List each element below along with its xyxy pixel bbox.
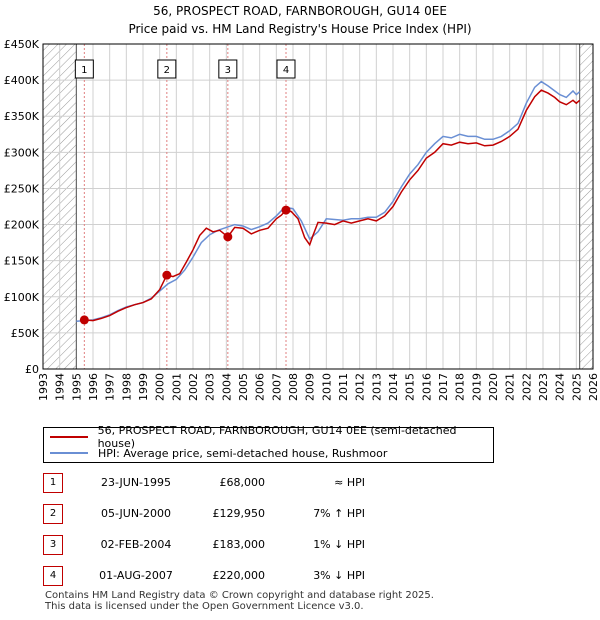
- x-tick-label: 2001: [170, 373, 183, 401]
- y-tick-label: £250K: [4, 182, 40, 195]
- sale-hpi-comparison: 3% ↓ HPI: [313, 569, 365, 582]
- x-tick-label: 2016: [420, 373, 433, 401]
- x-tick-label: 2008: [287, 373, 300, 401]
- sale-hpi-comparison: 1% ↓ HPI: [313, 538, 365, 551]
- sale-marker-label: 1: [81, 65, 87, 76]
- x-tick-label: 2014: [387, 373, 400, 401]
- y-tick-label: £150K: [4, 255, 40, 268]
- x-tick-label: 2011: [337, 373, 350, 401]
- plot-background: [43, 44, 593, 369]
- x-tick-label: 2025: [570, 373, 583, 401]
- sale-marker-label: 3: [225, 65, 231, 76]
- x-tick-label: 1994: [54, 373, 67, 401]
- x-tick-label: 2002: [187, 373, 200, 401]
- x-tick-label: 2003: [204, 373, 217, 401]
- legend-label-hpi: HPI: Average price, semi-detached house,…: [98, 446, 388, 460]
- x-tick-label: 2013: [370, 373, 383, 401]
- x-tick-label: 2018: [454, 373, 467, 401]
- sale-point: [281, 205, 291, 215]
- sale-number-badge: 1: [43, 473, 63, 493]
- x-tick-label: 2017: [437, 373, 450, 401]
- y-tick-label: £50K: [11, 327, 40, 340]
- x-tick-label: 2024: [554, 373, 567, 401]
- x-tick-label: 2004: [220, 373, 233, 401]
- sale-row: 3 02-FEB-2004 £183,000 1% ↓ HPI: [43, 535, 583, 555]
- x-tick-label: 2000: [154, 373, 167, 401]
- sale-marker-box: [218, 59, 238, 79]
- sale-price: £220,000: [212, 569, 266, 582]
- y-tick-label: £200K: [4, 219, 40, 232]
- x-tick-label: 2021: [504, 373, 517, 401]
- sale-price: £183,000: [212, 538, 266, 551]
- legend-swatch-price: [50, 436, 88, 438]
- sale-point: [223, 232, 233, 242]
- sale-marker-label: 2: [164, 65, 170, 76]
- hatched-region-end: [579, 44, 593, 369]
- sale-number-badge: 2: [43, 504, 63, 524]
- y-tick-label: £100K: [4, 291, 40, 304]
- price-line: [84, 89, 581, 322]
- x-tick-label: 1998: [120, 373, 133, 401]
- y-tick-label: £400K: [4, 74, 40, 87]
- sale-date: 05-JUN-2000: [100, 507, 172, 520]
- sale-date: 23-JUN-1995: [100, 476, 172, 489]
- sale-number-badge: 3: [43, 535, 63, 555]
- sale-hpi-comparison: 7% ↑ HPI: [313, 507, 365, 520]
- x-tick-label: 2022: [520, 373, 533, 401]
- sale-row: 2 05-JUN-2000 £129,950 7% ↑ HPI: [43, 504, 583, 524]
- x-tick-label: 2020: [487, 373, 500, 401]
- sale-date: 02-FEB-2004: [100, 538, 172, 551]
- sale-point: [79, 315, 89, 325]
- x-tick-label: 2012: [354, 373, 367, 401]
- sale-date: 01-AUG-2007: [99, 569, 173, 582]
- sale-point: [162, 270, 172, 280]
- y-tick-label: £0: [25, 363, 39, 376]
- plot-frame: [42, 43, 594, 370]
- x-tick-label: 1999: [137, 373, 150, 401]
- x-tick-label: 2015: [404, 373, 417, 401]
- x-tick-label: 1993: [37, 373, 50, 401]
- y-tick-label: £350K: [4, 110, 40, 123]
- x-tick-label: 2006: [254, 373, 267, 401]
- x-tick-label: 1997: [104, 373, 117, 401]
- x-tick-label: 2005: [237, 373, 250, 401]
- legend-item-hpi: HPI: Average price, semi-detached house,…: [50, 446, 387, 460]
- chart-subtitle: Price paid vs. HM Land Registry's House …: [128, 22, 472, 36]
- footer-copyright: Contains HM Land Registry data © Crown c…: [45, 590, 434, 601]
- x-tick-label: 1996: [87, 373, 100, 401]
- x-tick-label: 2007: [270, 373, 283, 401]
- x-tick-label: 2010: [320, 373, 333, 401]
- sale-price: £129,950: [212, 507, 266, 520]
- x-tick-label: 2026: [587, 373, 600, 401]
- legend-item-price: 56, PROSPECT ROAD, FARNBOROUGH, GU14 0EE…: [50, 424, 493, 450]
- x-tick-label: 2009: [304, 373, 317, 401]
- x-tick-label: 2019: [470, 373, 483, 401]
- sale-marker-box: [276, 59, 296, 79]
- sale-marker-box: [74, 59, 94, 79]
- sale-row: 4 01-AUG-2007 £220,000 3% ↓ HPI: [43, 566, 583, 586]
- sale-number-badge: 4: [43, 566, 63, 586]
- sale-hpi-comparison: ≈ HPI: [334, 476, 365, 489]
- sale-marker-box: [157, 59, 177, 79]
- price-chart: £0 £50K £100K £150K £200K £250K £300K £350K £400…: [4, 38, 600, 401]
- x-tick-label: 2023: [537, 373, 550, 401]
- y-tick-label: £450K: [4, 38, 40, 51]
- sale-marker-label: 4: [283, 65, 289, 76]
- legend-swatch-hpi: [50, 452, 88, 454]
- hpi-line: [76, 80, 581, 323]
- legend: 56, PROSPECT ROAD, FARNBOROUGH, GU14 0EE…: [43, 424, 494, 463]
- sale-price: £68,000: [219, 476, 266, 489]
- chart-title: 56, PROSPECT ROAD, FARNBOROUGH, GU14 0EE: [153, 4, 447, 18]
- footer-licence: This data is licensed under the Open Gov…: [45, 601, 364, 612]
- y-tick-label: £300K: [4, 146, 40, 159]
- legend-label-price: 56, PROSPECT ROAD, FARNBOROUGH, GU14 0EE…: [97, 424, 457, 450]
- x-tick-label: 1995: [70, 373, 83, 401]
- sale-row: 1 23-JUN-1995 £68,000 ≈ HPI: [43, 473, 583, 493]
